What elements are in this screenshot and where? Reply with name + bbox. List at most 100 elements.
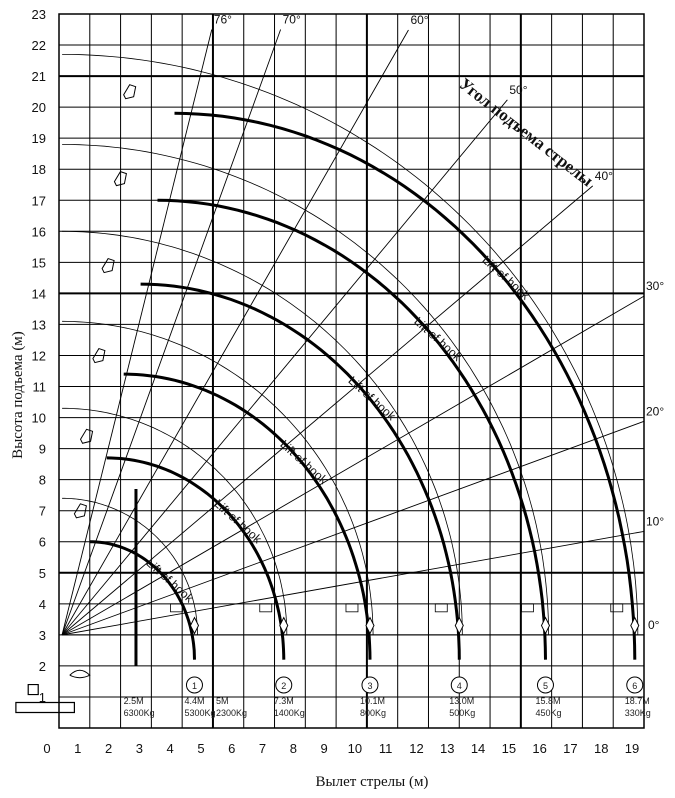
- x-tick-label: 12: [409, 741, 423, 756]
- series-badge: [361, 676, 379, 694]
- hook-marker: [279, 616, 289, 635]
- boom-angle-lines: [61, 29, 645, 636]
- series-reach: 18.7M: [625, 696, 650, 706]
- series-load: 450Kg: [535, 708, 561, 718]
- hook-marker: [454, 616, 464, 635]
- series-load: 500Kg: [449, 708, 475, 718]
- extra-spec-reach: 5M: [216, 696, 229, 706]
- basket-symbol: [259, 603, 273, 613]
- y-tick-label: 18: [32, 162, 46, 177]
- y-tick-label: 21: [32, 69, 46, 84]
- outrigger-icon: [69, 669, 91, 679]
- x-axis-title: Вылет стрелы (м): [316, 774, 429, 790]
- basket-symbol: [170, 603, 183, 613]
- series-badge: [185, 676, 203, 694]
- basket-symbol: [610, 603, 624, 613]
- hook-arc: [62, 144, 549, 635]
- y-tick-label: 23: [32, 7, 46, 22]
- series-reach: 15.8M: [535, 696, 560, 706]
- y-tick-label: 16: [32, 224, 46, 239]
- basket-icon: [101, 257, 115, 274]
- angle-label: 70°: [283, 13, 301, 27]
- x-tick-label: 1: [74, 741, 81, 756]
- lift-curve: [89, 540, 196, 660]
- lift-curves: [89, 111, 640, 666]
- x-tick-label: 0: [43, 741, 50, 756]
- basket-symbol: [521, 603, 534, 613]
- x-tick-label: 2: [105, 741, 112, 756]
- y-tick-label: 20: [32, 100, 46, 115]
- x-tick-label: 8: [290, 741, 297, 756]
- basket-icon: [73, 503, 87, 519]
- y-tick-label: 22: [32, 38, 46, 53]
- angle-line: [61, 29, 409, 636]
- plot-frame: [58, 13, 645, 729]
- y-tick-label: 11: [33, 380, 47, 395]
- y-axis-title: Высота подъема (м): [10, 331, 26, 459]
- y-tick-label: 12: [32, 348, 46, 363]
- x-tick-label: 11: [379, 741, 393, 756]
- angle-line: [61, 295, 645, 636]
- lift-curve: [123, 372, 372, 660]
- y-tick-label: 17: [32, 193, 46, 208]
- angle-line: [61, 420, 645, 636]
- hook-marker: [630, 616, 640, 635]
- lift-curve: [174, 111, 637, 660]
- x-tick-label: 17: [563, 741, 577, 756]
- y-tick-label: 9: [39, 442, 46, 457]
- basket-icon: [123, 84, 137, 100]
- series-load: 800Kg: [360, 708, 386, 718]
- y-tick-label: 14: [32, 286, 46, 301]
- x-tick-label: 3: [136, 741, 143, 756]
- hook-arc: [62, 230, 463, 635]
- angle-label: 0°: [648, 618, 660, 632]
- angle-line: [61, 29, 213, 635]
- series-badge: [536, 676, 554, 694]
- x-tick-label: 7: [259, 741, 266, 756]
- series-load: 330Kg: [625, 708, 651, 718]
- x-tick-label: 15: [502, 741, 516, 756]
- x-tick-label: 13: [440, 741, 454, 756]
- hook-arc: [62, 497, 198, 635]
- series-badge: [626, 676, 644, 694]
- hook-arc: [62, 407, 288, 635]
- lift-curve: [157, 198, 547, 660]
- x-tick-label: 5: [197, 741, 204, 756]
- angle-label: 20°: [646, 404, 664, 418]
- angle-line: [61, 29, 282, 636]
- series-badge: [275, 676, 293, 694]
- y-tick-label: 13: [32, 317, 46, 332]
- series-reach: 4.4M: [184, 696, 204, 706]
- angle-line: [61, 185, 594, 636]
- crane-truck-icon: [15, 683, 75, 714]
- series-badge-number: 1: [192, 681, 197, 691]
- y-tick-label: 2: [39, 659, 46, 674]
- y-tick-label: 8: [39, 473, 46, 488]
- extra-spec-reach: 2.5M: [124, 696, 144, 706]
- y-tick-label: 1: [39, 690, 46, 705]
- angle-label: 60°: [410, 13, 428, 27]
- y-tick-label: 10: [32, 411, 46, 426]
- x-tick-label: 4: [167, 741, 174, 756]
- angle-line: [62, 530, 645, 636]
- hook-marker: [365, 616, 375, 635]
- y-tick-label: 19: [32, 131, 46, 146]
- x-tick-label: 14: [471, 741, 485, 756]
- angle-label: 50°: [509, 83, 527, 97]
- extra-spec-load: 2300Kg: [216, 708, 247, 718]
- angle-label: 40°: [595, 169, 613, 183]
- angle-label: 30°: [646, 279, 664, 293]
- angle-label: 76°: [214, 13, 232, 27]
- extra-spec-load: 6300Kg: [124, 708, 155, 718]
- x-tick-label: 9: [320, 741, 327, 756]
- series-load: 5300Kg: [184, 708, 215, 718]
- series-badge-number: 5: [543, 681, 548, 691]
- x-tick-label: 6: [228, 741, 235, 756]
- series-badge-number: 2: [281, 681, 286, 691]
- angle-label: 10°: [646, 514, 664, 528]
- y-tick-label: 5: [39, 566, 46, 581]
- x-tick-label: 19: [625, 741, 639, 756]
- grid: [58, 13, 645, 729]
- basket-symbol: [434, 603, 448, 613]
